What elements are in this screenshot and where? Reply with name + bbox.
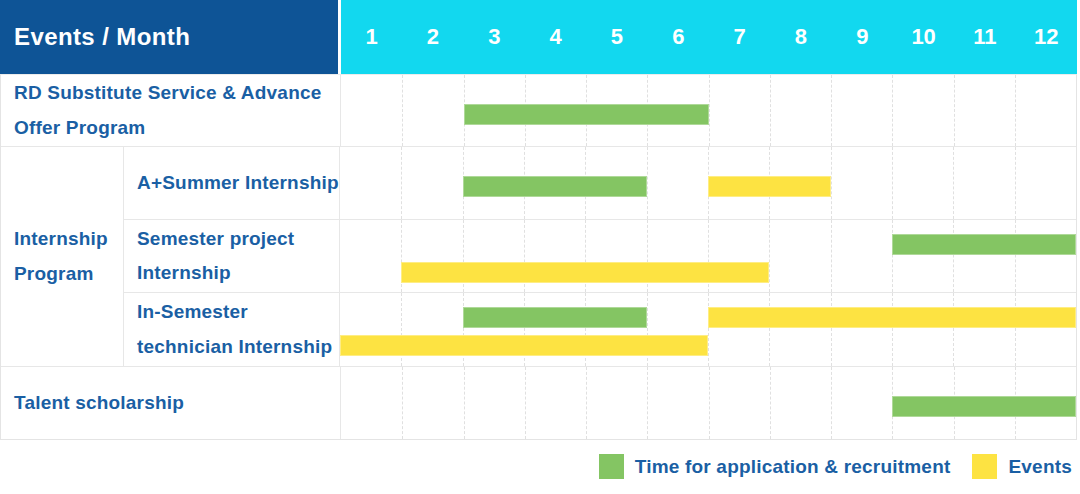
row-label-cell: Semester project Internship <box>124 220 340 292</box>
table-body: RD Substitute Service & Advance Offer Pr… <box>0 74 1077 440</box>
gantt-bar-yellow <box>708 307 1076 328</box>
row-label: RD Substitute Service & Advance Offer Pr… <box>14 76 340 144</box>
month-gridline <box>401 147 402 219</box>
month-gridline <box>1015 220 1016 292</box>
month-gridline <box>953 147 954 219</box>
row-label-cell: A+Summer Internship <box>124 147 340 219</box>
month-gridline <box>708 293 709 366</box>
month-gridline <box>892 147 893 219</box>
yellow-legend-swatch <box>972 454 997 479</box>
month-gridline <box>525 367 526 439</box>
gantt-bar-yellow <box>401 262 769 283</box>
month-header-cell: 2 <box>402 0 463 74</box>
legend: Time for application & recruitment Event… <box>0 440 1080 493</box>
month-gridline <box>954 75 955 146</box>
legend-label: Time for application & recruitment <box>635 456 951 478</box>
gantt-bar-green <box>892 234 1076 255</box>
row-label: In-Semester technician Internship <box>137 295 339 363</box>
row-label: Talent scholarship <box>14 386 184 420</box>
month-gridline <box>402 75 403 146</box>
gantt-bar-green <box>892 396 1076 417</box>
month-gridline <box>1015 293 1016 366</box>
month-gridline <box>953 220 954 292</box>
month-gridline <box>1015 147 1016 219</box>
month-gridline <box>647 147 648 219</box>
legend-item-events: Events <box>972 454 1072 479</box>
month-header-cell: 11 <box>954 0 1015 74</box>
month-header-cell: 5 <box>586 0 647 74</box>
legend-label: Events <box>1008 456 1072 478</box>
table-row: In-Semester technician Internship <box>124 293 1076 366</box>
month-gridline <box>892 75 893 146</box>
month-header-cell: 10 <box>893 0 954 74</box>
month-gridline <box>770 75 771 146</box>
table-row: A+Summer Internship <box>124 147 1076 220</box>
gantt-bar-green <box>463 307 647 328</box>
month-header-cell: 8 <box>770 0 831 74</box>
month-gridline <box>892 220 893 292</box>
month-gridline <box>831 75 832 146</box>
row-label-cell: In-Semester technician Internship <box>124 293 340 366</box>
gantt-bar-yellow <box>708 176 831 197</box>
gantt-bar-green <box>463 176 647 197</box>
month-header-cell: 6 <box>648 0 709 74</box>
gantt-chart-row <box>340 147 1076 219</box>
table-row: Semester project Internship <box>124 220 1076 293</box>
month-gridline <box>831 147 832 219</box>
group-sub-rows: A+Summer Internship Semester project Int… <box>124 147 1076 366</box>
month-header-cell: 12 <box>1016 0 1077 74</box>
month-gridline <box>464 367 465 439</box>
month-header-cell: 4 <box>525 0 586 74</box>
month-header-cell: 1 <box>341 0 402 74</box>
month-gridline <box>769 220 770 292</box>
legend-item-application: Time for application & recruitment <box>599 454 951 479</box>
month-gridline <box>402 367 403 439</box>
month-gridline <box>831 367 832 439</box>
month-header-cell: 9 <box>832 0 893 74</box>
events-month-header: Events / Month <box>0 0 338 74</box>
month-gridline <box>769 293 770 366</box>
table-row: RD Substitute Service & Advance Offer Pr… <box>1 75 1076 147</box>
month-gridline <box>1015 75 1016 146</box>
row-label: A+Summer Internship <box>137 166 339 200</box>
month-gridline <box>647 367 648 439</box>
gantt-chart-row <box>340 293 1076 366</box>
gantt-chart-row <box>341 75 1076 146</box>
month-header-cell: 7 <box>709 0 770 74</box>
month-header-cell: 3 <box>464 0 525 74</box>
group-label: Internship Program <box>14 222 123 290</box>
month-gridline <box>770 367 771 439</box>
gantt-schedule-page: Events / Month 123456789101112 RD Substi… <box>0 0 1080 494</box>
month-gridline <box>892 293 893 366</box>
month-header-row: 123456789101112 <box>341 0 1077 74</box>
month-gridline <box>709 367 710 439</box>
month-gridline <box>831 220 832 292</box>
table-header-row: Events / Month 123456789101112 <box>0 0 1077 74</box>
month-gridline <box>953 293 954 366</box>
gantt-table: Events / Month 123456789101112 RD Substi… <box>0 0 1077 440</box>
row-label: Semester project Internship <box>137 222 339 290</box>
gantt-bar-green <box>464 104 709 125</box>
green-legend-swatch <box>599 454 624 479</box>
gantt-chart-row <box>340 220 1076 292</box>
row-label-cell: Talent scholarship <box>1 367 341 439</box>
gantt-chart-row <box>341 367 1076 439</box>
month-gridline <box>831 293 832 366</box>
group-label-cell: Internship Program <box>1 147 124 366</box>
internship-program-group: Internship Program A+Summer Internship S… <box>1 147 1076 367</box>
table-row: Talent scholarship <box>1 367 1076 439</box>
month-gridline <box>709 75 710 146</box>
month-gridline <box>586 367 587 439</box>
gantt-bar-yellow <box>340 335 708 356</box>
row-label-cell: RD Substitute Service & Advance Offer Pr… <box>1 75 341 146</box>
